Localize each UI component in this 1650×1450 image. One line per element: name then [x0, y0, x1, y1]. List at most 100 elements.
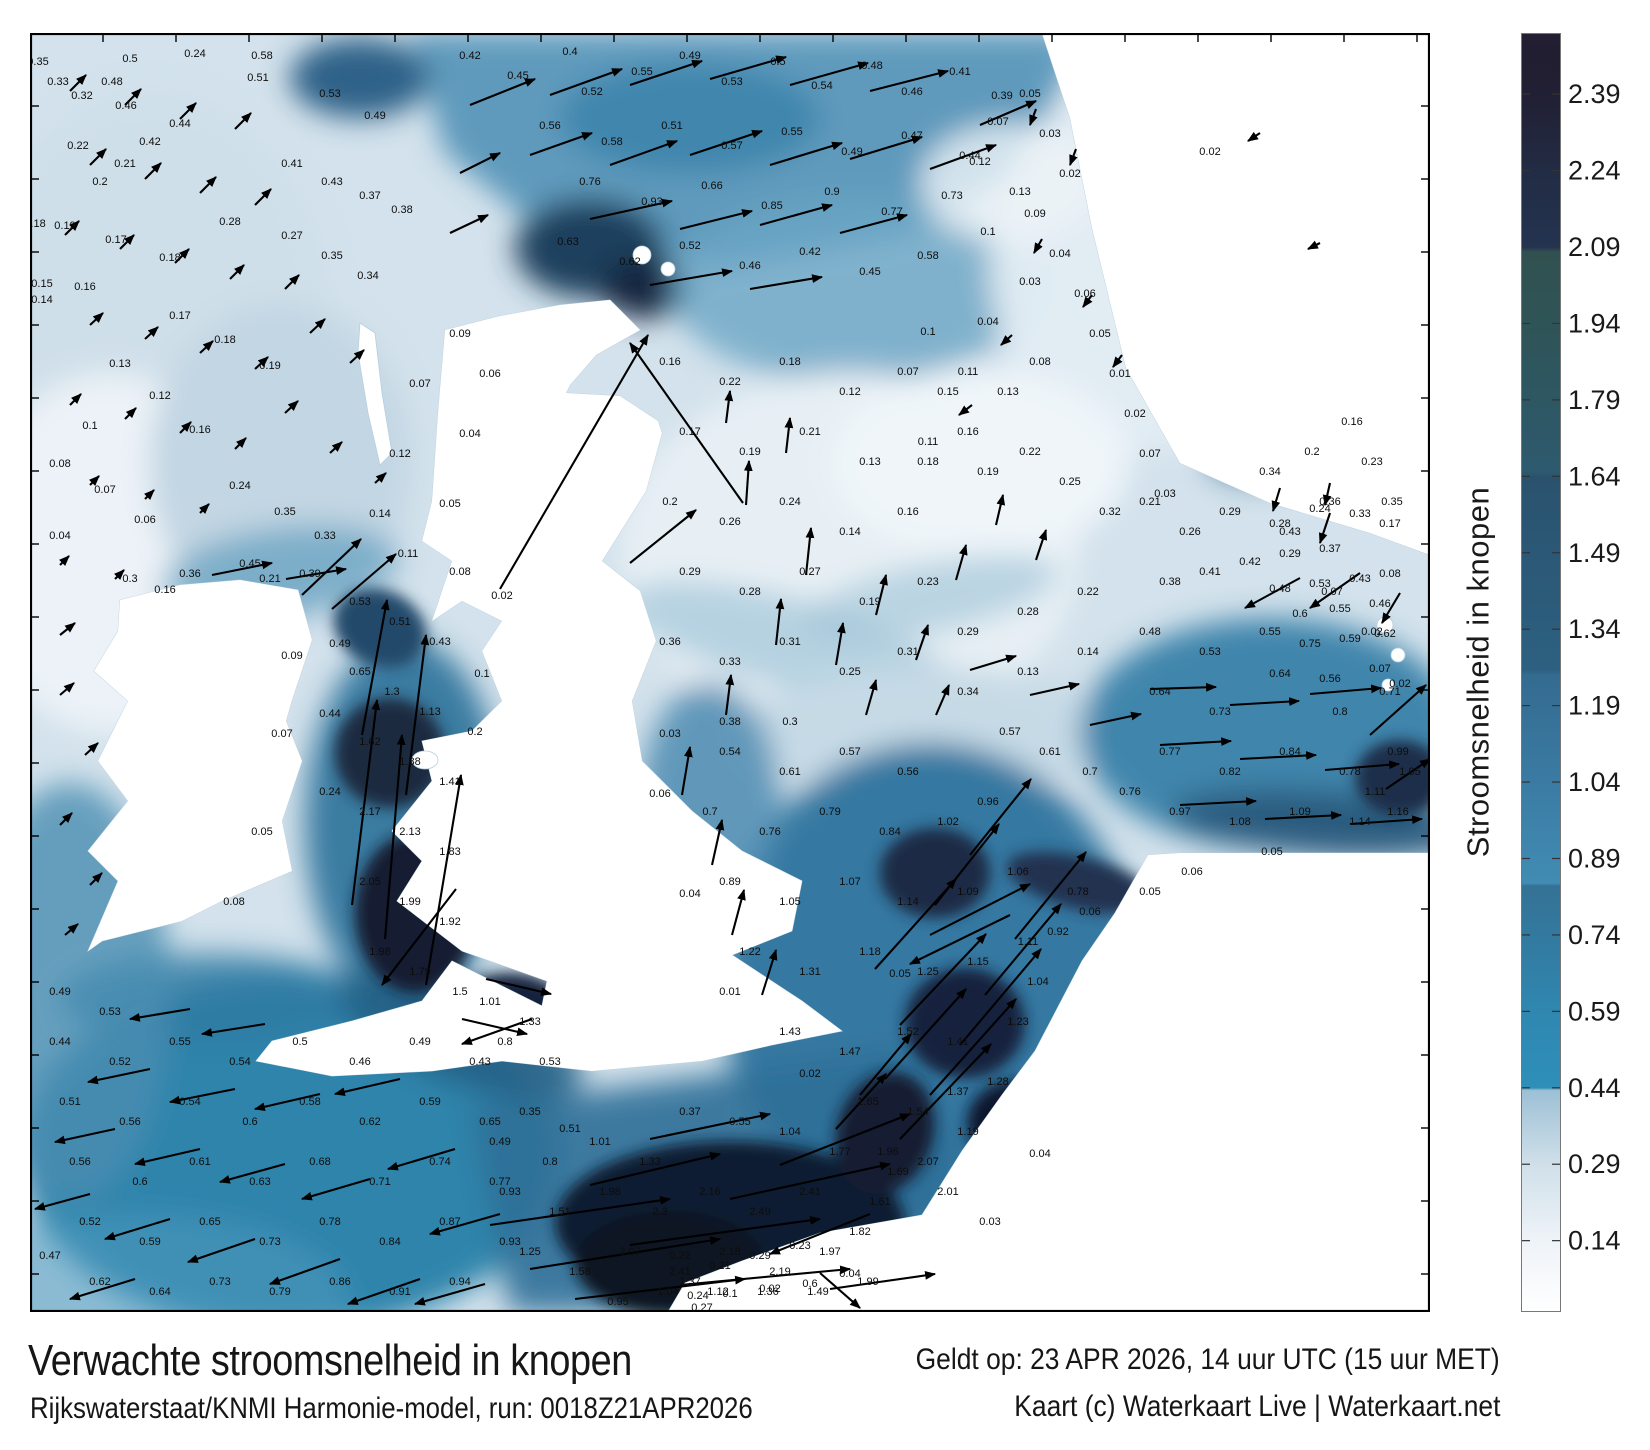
- speed-value-label: 0.06: [479, 368, 500, 380]
- speed-value-label: 1.15: [967, 956, 988, 968]
- speed-value-label: 0.89: [719, 876, 740, 888]
- current-arrow: [729, 1161, 892, 1201]
- speed-value-label: 1.41: [947, 1036, 968, 1048]
- speed-value-label: 2.07: [619, 1246, 640, 1258]
- speed-value-label: 0.3: [782, 716, 797, 728]
- speed-value-label: 0.25: [839, 666, 860, 678]
- colorbar-tick-label: 0.74: [1568, 920, 1621, 950]
- current-arrow: [1322, 482, 1332, 507]
- current-arrow: [1309, 684, 1383, 696]
- speed-value-label: 0.22: [719, 376, 740, 388]
- current-arrow: [349, 349, 365, 364]
- speed-value-label: 0.17: [679, 426, 700, 438]
- colorbar-axis-label: Stroomsnelheid in knopen: [1460, 486, 1496, 858]
- current-arrow: [954, 543, 968, 581]
- speed-value-label: 0.6: [802, 1278, 817, 1290]
- speed-value-label: 0.06: [1079, 906, 1100, 918]
- current-arrow: [333, 1077, 401, 1097]
- speed-value-label: 0.25: [1059, 476, 1080, 488]
- speed-value-label: 0.16: [1341, 416, 1362, 428]
- speed-value-label: 0.07: [271, 728, 292, 740]
- speed-value-label: 0.02: [759, 1283, 780, 1295]
- speed-value-label: 0.62: [89, 1276, 110, 1288]
- current-arrow: [254, 356, 269, 370]
- map-canvas: 0.35 0.33 0.32 0.5 0.48 0.24 0.58 0.51 0.46 0.44 0…: [30, 33, 1430, 1312]
- speed-value-label: 0.64: [1269, 668, 1290, 680]
- speed-value-label: 0.15: [937, 386, 958, 398]
- colorbar-tick-label: 2.39: [1568, 79, 1621, 109]
- speed-value-label: 0.03: [1154, 488, 1175, 500]
- speed-value-label: 1.16: [1387, 806, 1408, 818]
- current-arrow: [1318, 512, 1331, 545]
- speed-value-label: 0.96: [977, 796, 998, 808]
- speed-value-label: 0.62: [359, 1116, 380, 1128]
- current-arrow: [84, 742, 99, 756]
- speed-value-label: 0.49: [329, 638, 350, 650]
- speed-value-label: 0.58: [251, 50, 272, 62]
- current-arrow: [119, 234, 135, 250]
- speed-value-label: 0.52: [109, 1056, 130, 1068]
- speed-value-label: 0.55: [631, 66, 652, 78]
- current-arrow: [1029, 681, 1081, 697]
- speed-value-label: 1.25: [917, 966, 938, 978]
- speed-value-label: 0.2: [467, 726, 482, 738]
- current-arrow: [589, 198, 674, 221]
- speed-value-label: 1.19: [957, 1126, 978, 1138]
- speed-value-label: 0.39: [299, 568, 320, 580]
- speed-value-label: 0.08: [1379, 568, 1400, 580]
- current-arrow: [784, 416, 794, 454]
- speed-value-label: 0.91: [389, 1286, 410, 1298]
- speed-value-label: 0.28: [1017, 606, 1038, 618]
- speed-value-label: 0.38: [719, 716, 740, 728]
- current-arrow: [499, 334, 649, 590]
- speed-value-label: 0.35: [274, 506, 295, 518]
- speed-value-label: 0.06: [649, 788, 670, 800]
- speed-value-label: 0.19: [259, 360, 280, 372]
- speed-value-label: 0.56: [897, 766, 918, 778]
- colorbar-tick-label: 0.14: [1568, 1226, 1621, 1256]
- speed-value-label: 1.52: [897, 1026, 918, 1038]
- speed-value-label: 1.69: [887, 1166, 908, 1178]
- speed-value-label: 0.16: [897, 506, 918, 518]
- speed-value-label: 0.73: [941, 190, 962, 202]
- current-arrow: [53, 1127, 116, 1145]
- current-arrow: [929, 144, 998, 170]
- current-arrow: [679, 1265, 852, 1287]
- speed-value-label: 0.33: [47, 76, 68, 88]
- current-arrow: [89, 148, 107, 166]
- current-arrow: [168, 1087, 236, 1105]
- speed-value-label: 0.01: [1109, 368, 1130, 380]
- speed-value-label: 0.45: [859, 266, 880, 278]
- speed-value-label: 0.54: [229, 1056, 250, 1068]
- current-arrows: [33, 55, 1430, 1309]
- speed-value-label: 0.73: [209, 1276, 230, 1288]
- speed-value-labels: 0.350.330.320.50.480.24 0.580.510.460.440…: [30, 46, 1421, 1312]
- speed-value-label: 0.05: [1139, 886, 1160, 898]
- speed-value-label: 0.11: [398, 548, 419, 560]
- current-arrow: [1307, 240, 1321, 250]
- speed-value-label: 0.14: [31, 294, 52, 306]
- current-arrow: [835, 1073, 887, 1130]
- speed-value-label: 1.79: [409, 966, 430, 978]
- speed-value-label: 0.35: [519, 1106, 540, 1118]
- current-arrow: [899, 933, 987, 1026]
- speed-value-label: 0.01: [719, 986, 740, 998]
- current-arrow: [759, 203, 834, 227]
- speed-value-label: 0.28: [739, 586, 760, 598]
- speed-value-label: 0.76: [579, 176, 600, 188]
- current-arrow: [198, 503, 210, 515]
- current-arrow: [1000, 334, 1013, 346]
- speed-value-label: 0.24: [319, 786, 340, 798]
- speed-value-label: 0.4: [562, 46, 577, 58]
- speed-value-label: 0.53: [539, 1056, 560, 1068]
- current-arrow: [64, 923, 79, 936]
- colorbar-tick-label: 1.04: [1568, 767, 1621, 797]
- current-arrow: [268, 1258, 341, 1285]
- current-arrow: [469, 78, 537, 106]
- speed-value-label: 0.11: [918, 436, 939, 448]
- speed-value-label: 0.02: [1199, 146, 1220, 158]
- speed-value-label: 1.5: [452, 986, 467, 998]
- speed-value-label: 0.34: [1259, 466, 1280, 478]
- speed-value-label: 0.65: [349, 666, 370, 678]
- speed-value-label: 0.56: [69, 1156, 90, 1168]
